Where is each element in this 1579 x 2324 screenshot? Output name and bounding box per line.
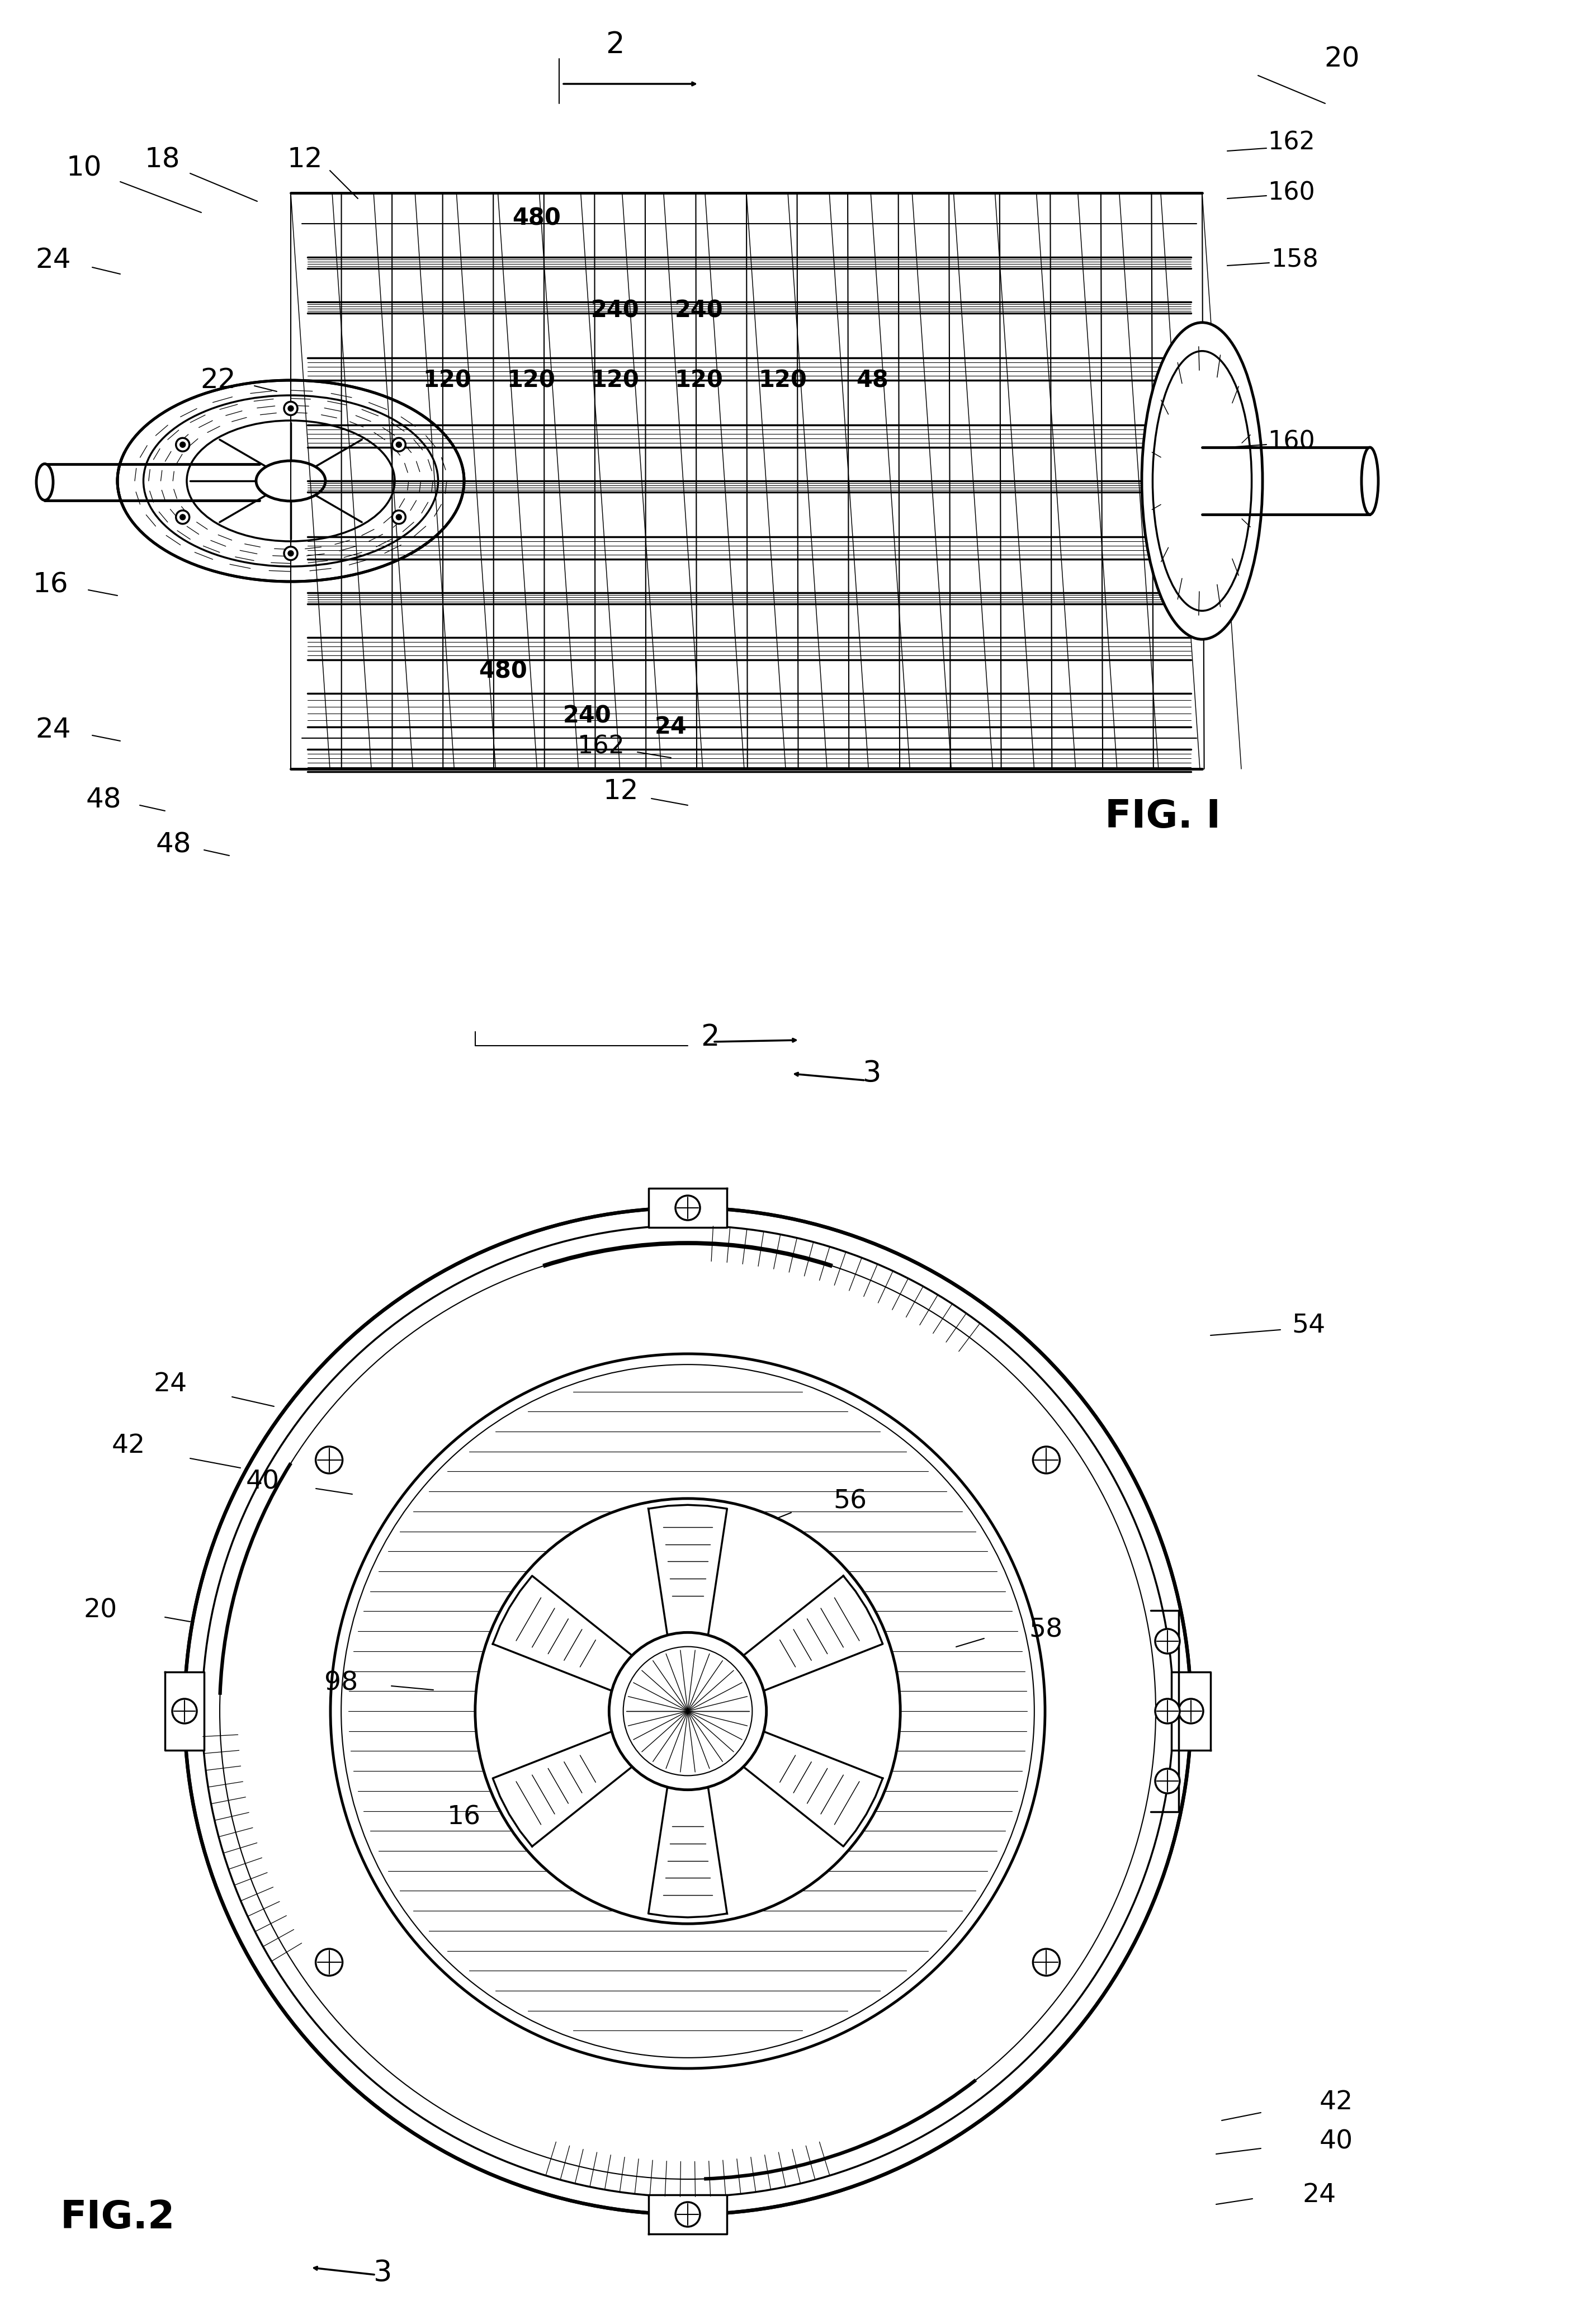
Text: 12: 12 xyxy=(287,146,322,172)
Circle shape xyxy=(475,1499,900,1924)
Polygon shape xyxy=(164,1671,204,1750)
Text: 54: 54 xyxy=(1292,1313,1325,1339)
Text: 162: 162 xyxy=(578,734,625,758)
Circle shape xyxy=(172,1699,197,1724)
Circle shape xyxy=(1033,1950,1060,1975)
Polygon shape xyxy=(734,1576,883,1694)
Text: 40: 40 xyxy=(1320,2129,1353,2154)
Circle shape xyxy=(392,511,406,523)
Circle shape xyxy=(676,1195,699,1220)
Text: 20: 20 xyxy=(84,1599,117,1622)
Text: 24: 24 xyxy=(655,716,687,739)
Text: 42: 42 xyxy=(112,1434,145,1457)
Circle shape xyxy=(396,442,401,449)
Text: 22: 22 xyxy=(201,367,235,393)
Text: 42: 42 xyxy=(1320,2089,1353,2115)
Text: 120: 120 xyxy=(423,370,472,393)
Circle shape xyxy=(1156,1769,1180,1794)
Polygon shape xyxy=(1172,1671,1211,1750)
Text: 240: 240 xyxy=(674,297,723,323)
Text: 48: 48 xyxy=(156,832,191,858)
Circle shape xyxy=(324,1346,1052,2075)
Polygon shape xyxy=(649,1506,726,1645)
Text: 10: 10 xyxy=(66,153,101,181)
Text: 3: 3 xyxy=(374,2259,392,2287)
Polygon shape xyxy=(649,2194,726,2233)
Text: FIG.2: FIG.2 xyxy=(60,2199,175,2236)
Text: 158: 158 xyxy=(1271,249,1318,272)
Circle shape xyxy=(175,511,189,523)
Circle shape xyxy=(1156,1629,1180,1655)
Text: 160: 160 xyxy=(1268,430,1315,453)
Ellipse shape xyxy=(1142,323,1263,639)
Polygon shape xyxy=(649,1188,726,1227)
Text: 3: 3 xyxy=(862,1060,881,1088)
Text: FIG. I: FIG. I xyxy=(1105,797,1221,834)
Circle shape xyxy=(284,546,297,560)
Text: 160: 160 xyxy=(1268,181,1315,205)
Text: 480: 480 xyxy=(478,660,527,683)
Circle shape xyxy=(1033,1446,1060,1473)
Text: 56: 56 xyxy=(834,1490,867,1513)
Text: 20: 20 xyxy=(1325,44,1360,72)
Text: 480: 480 xyxy=(513,207,561,230)
Text: 120: 120 xyxy=(758,370,807,393)
Text: 2: 2 xyxy=(701,1023,720,1053)
Text: 98: 98 xyxy=(324,1671,358,1697)
Circle shape xyxy=(1178,1699,1203,1724)
Circle shape xyxy=(676,2203,699,2226)
Text: 48: 48 xyxy=(85,786,122,813)
Text: 2: 2 xyxy=(606,30,624,60)
Text: 24: 24 xyxy=(1303,2182,1336,2208)
Text: 24: 24 xyxy=(35,246,71,274)
Circle shape xyxy=(316,1950,343,1975)
Circle shape xyxy=(287,551,294,555)
Text: 120: 120 xyxy=(507,370,556,393)
Text: 40: 40 xyxy=(246,1469,279,1494)
Circle shape xyxy=(287,407,294,411)
Ellipse shape xyxy=(117,381,464,581)
Text: 24: 24 xyxy=(35,716,71,744)
Circle shape xyxy=(180,514,185,521)
Text: 12: 12 xyxy=(603,779,638,804)
Text: 120: 120 xyxy=(674,370,723,393)
Circle shape xyxy=(284,402,297,416)
Polygon shape xyxy=(493,1576,641,1694)
Circle shape xyxy=(396,514,401,521)
Text: 24: 24 xyxy=(153,1371,188,1397)
Text: 48: 48 xyxy=(856,370,889,393)
Ellipse shape xyxy=(36,465,54,500)
Text: 162: 162 xyxy=(1268,130,1315,156)
Text: 240: 240 xyxy=(562,704,611,727)
Text: 16: 16 xyxy=(447,1806,482,1829)
Circle shape xyxy=(1156,1699,1180,1724)
Circle shape xyxy=(392,437,406,451)
Circle shape xyxy=(316,1446,343,1473)
Circle shape xyxy=(175,437,189,451)
Text: 18: 18 xyxy=(144,146,180,172)
Text: 16: 16 xyxy=(33,572,68,597)
Circle shape xyxy=(180,442,185,449)
Ellipse shape xyxy=(1361,446,1378,514)
Polygon shape xyxy=(649,1776,726,1917)
Circle shape xyxy=(609,1631,766,1789)
Polygon shape xyxy=(493,1727,641,1848)
Polygon shape xyxy=(734,1727,883,1848)
Text: 58: 58 xyxy=(1030,1618,1063,1643)
Circle shape xyxy=(185,1208,1191,2215)
Text: 240: 240 xyxy=(591,297,639,323)
Text: 120: 120 xyxy=(591,370,639,393)
